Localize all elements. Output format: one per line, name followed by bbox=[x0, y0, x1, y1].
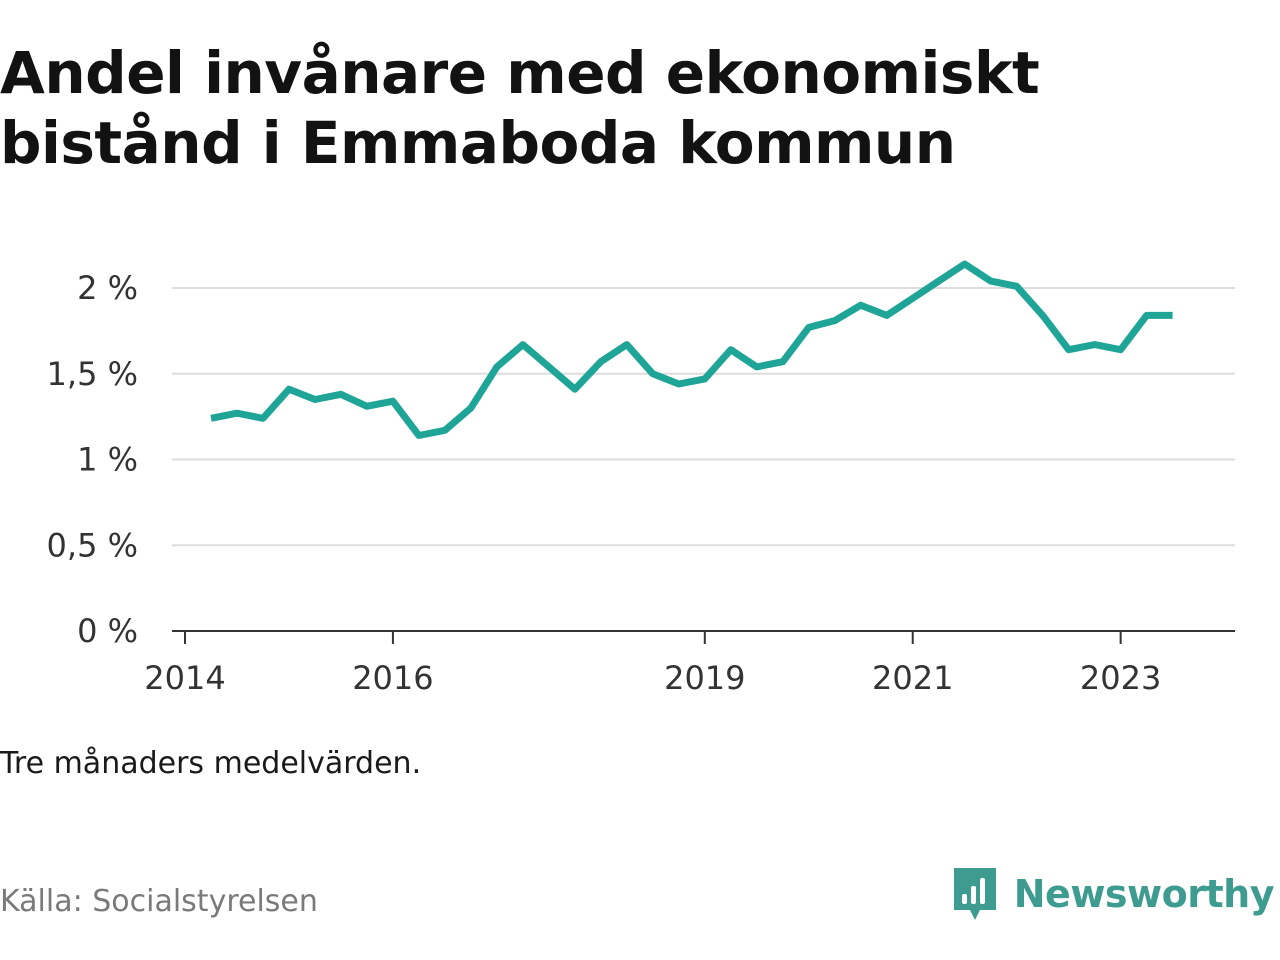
y-tick-label: 1 % bbox=[77, 441, 138, 479]
x-tick-label: 2014 bbox=[144, 659, 225, 697]
x-tick-label: 2019 bbox=[664, 659, 745, 697]
brand-name: Newsworthy bbox=[1013, 872, 1275, 916]
x-tick-label: 2021 bbox=[872, 659, 953, 697]
x-tick-label: 2016 bbox=[352, 659, 433, 697]
chart-title: Andel invånare med ekonomiskt bistånd i … bbox=[0, 38, 1240, 178]
source-credit: Källa: Socialstyrelsen bbox=[0, 884, 318, 919]
y-tick-label: 1,5 % bbox=[47, 355, 138, 393]
y-tick-label: 0 % bbox=[77, 612, 138, 650]
y-tick-label: 0,5 % bbox=[47, 526, 138, 564]
y-axis-labels: 0 % 0,5 % 1 % 1,5 % 2 % bbox=[47, 269, 138, 650]
series-layer bbox=[210, 260, 1173, 439]
chart-title-line-2: bistånd i Emmaboda kommun bbox=[0, 109, 956, 177]
bar-chart-speech-bubble-icon bbox=[953, 868, 996, 920]
x-tick-label: 2023 bbox=[1080, 659, 1161, 697]
x-axis: 2014 2016 2019 2021 2023 bbox=[144, 630, 1235, 697]
chart-note: Tre månaders medelvärden. bbox=[0, 746, 422, 781]
gridlines bbox=[172, 287, 1235, 547]
line-chart: 0 % 0,5 % 1 % 1,5 % 2 % 2014 2016 2019 2021 2023 bbox=[47, 260, 1235, 697]
brand-logo: Newsworthy bbox=[950, 862, 1275, 926]
chart-title-line-1: Andel invånare med ekonomiskt bbox=[0, 39, 1040, 107]
y-tick-label: 2 % bbox=[77, 269, 138, 307]
series-line bbox=[210, 260, 1173, 439]
